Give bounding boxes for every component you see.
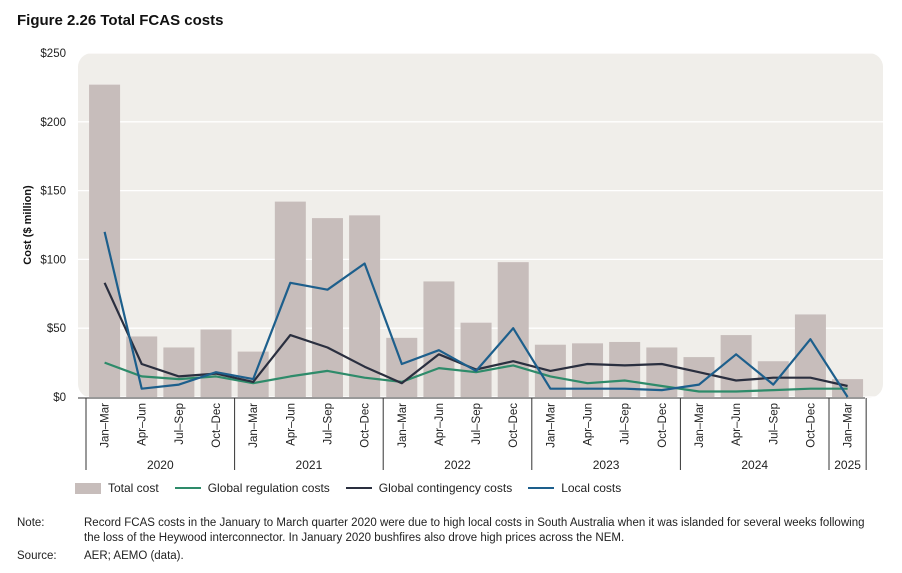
legend-swatch-total-cost (75, 482, 101, 494)
year-label: 2022 (444, 458, 471, 472)
legend-item-total-cost: Total cost (75, 481, 159, 495)
x-tick-label: Jul–Sep (174, 403, 186, 445)
x-tick-label: Jul–Sep (620, 403, 632, 445)
legend-swatch-global-contingency (345, 487, 372, 489)
x-tick-label: Jan–Mar (397, 403, 409, 448)
y-axis-label: Cost ($ million) (22, 185, 34, 265)
y-axis-ticks: $0 $50 $100 $150 $200 $250 (40, 48, 66, 404)
y-tick-label: $200 (40, 117, 66, 129)
year-label: 2023 (593, 458, 620, 472)
x-tick-label: Jul–Sep (768, 403, 780, 445)
x-tick-label: Jan–Mar (100, 403, 112, 448)
note-row: Note: Record FCAS costs in the January t… (17, 516, 874, 546)
bar-total-cost (274, 201, 306, 397)
x-tick-label: Jan–Mar (694, 403, 706, 448)
source-label: Source: (17, 550, 57, 562)
y-tick-label: $100 (40, 254, 66, 266)
legend: Total cost Global regulation costs Globa… (75, 481, 637, 495)
x-tick-label: Jul–Sep (322, 403, 334, 445)
legend-label-total-cost: Total cost (108, 481, 159, 495)
legend-swatch-local-costs (528, 487, 555, 489)
year-label: 2020 (147, 458, 174, 472)
x-tick-label: Jan–Mar (248, 403, 260, 448)
notes-block: Note: Record FCAS costs in the January t… (17, 516, 874, 564)
x-tick-label: Oct–Dec (657, 403, 669, 448)
x-tick-label: Oct–Dec (211, 403, 223, 448)
line-series-group (103, 231, 849, 398)
year-label: 2025 (834, 458, 861, 472)
y-tick-label: $250 (40, 48, 66, 60)
x-tick-label: Jul–Sep (471, 403, 483, 445)
x-tick-label: Oct–Dec (508, 403, 520, 448)
legend-label-global-contingency: Global contingency costs (378, 481, 513, 495)
legend-item-global-regulation: Global regulation costs (174, 481, 330, 495)
x-tick-label: Jan–Mar (843, 403, 855, 448)
bar-total-cost (349, 215, 381, 397)
bar-total-cost (423, 281, 455, 397)
legend-item-local-costs: Local costs (528, 481, 621, 495)
x-tick-label: Apr–Jun (731, 403, 743, 446)
y-tick-label: $0 (53, 392, 66, 404)
figure-title: Figure 2.26 Total FCAS costs (17, 12, 224, 29)
source-text: AER; AEMO (data). (84, 550, 184, 562)
year-label: 2021 (296, 458, 323, 472)
note-label: Note: (17, 517, 45, 529)
fcas-cost-chart: $0 $50 $100 $150 $200 $250 Jan–Mar Apr–Jun Jul–… (22, 48, 883, 472)
bar-total-cost (386, 337, 418, 397)
x-tick-label: Oct–Dec (360, 403, 372, 448)
x-tick-label: Apr–Jun (434, 403, 446, 446)
year-label: 2024 (741, 458, 768, 472)
line-local-costs (103, 231, 849, 398)
bar-total-cost (311, 218, 343, 397)
x-tick-label: Jan–Mar (545, 403, 557, 448)
bar-total-cost (200, 329, 232, 397)
bar-total-cost (237, 351, 269, 397)
legend-label-global-regulation: Global regulation costs (207, 481, 330, 495)
source-row: Source: AER; AEMO (data). (17, 549, 874, 564)
bar-total-cost (720, 335, 752, 397)
legend-label-local-costs: Local costs (561, 481, 622, 495)
x-tick-label: Oct–Dec (805, 403, 817, 448)
line-global-regulation (104, 361, 848, 393)
legend-item-global-contingency: Global contingency costs (345, 481, 513, 495)
x-tick-label: Apr–Jun (137, 403, 149, 446)
y-tick-label: $150 (40, 186, 66, 198)
x-axis: Jan–Mar Apr–Jun Jul–Sep Oct–Dec Jan–Mar Apr–J… (78, 397, 867, 472)
x-tick-label: Apr–Jun (583, 403, 595, 446)
note-text: Record FCAS costs in the January to Marc… (84, 517, 865, 544)
x-tick-label: Apr–Jun (285, 403, 297, 446)
bar-total-cost (89, 84, 121, 397)
y-tick-label: $50 (47, 323, 66, 335)
legend-swatch-global-regulation (174, 487, 201, 489)
